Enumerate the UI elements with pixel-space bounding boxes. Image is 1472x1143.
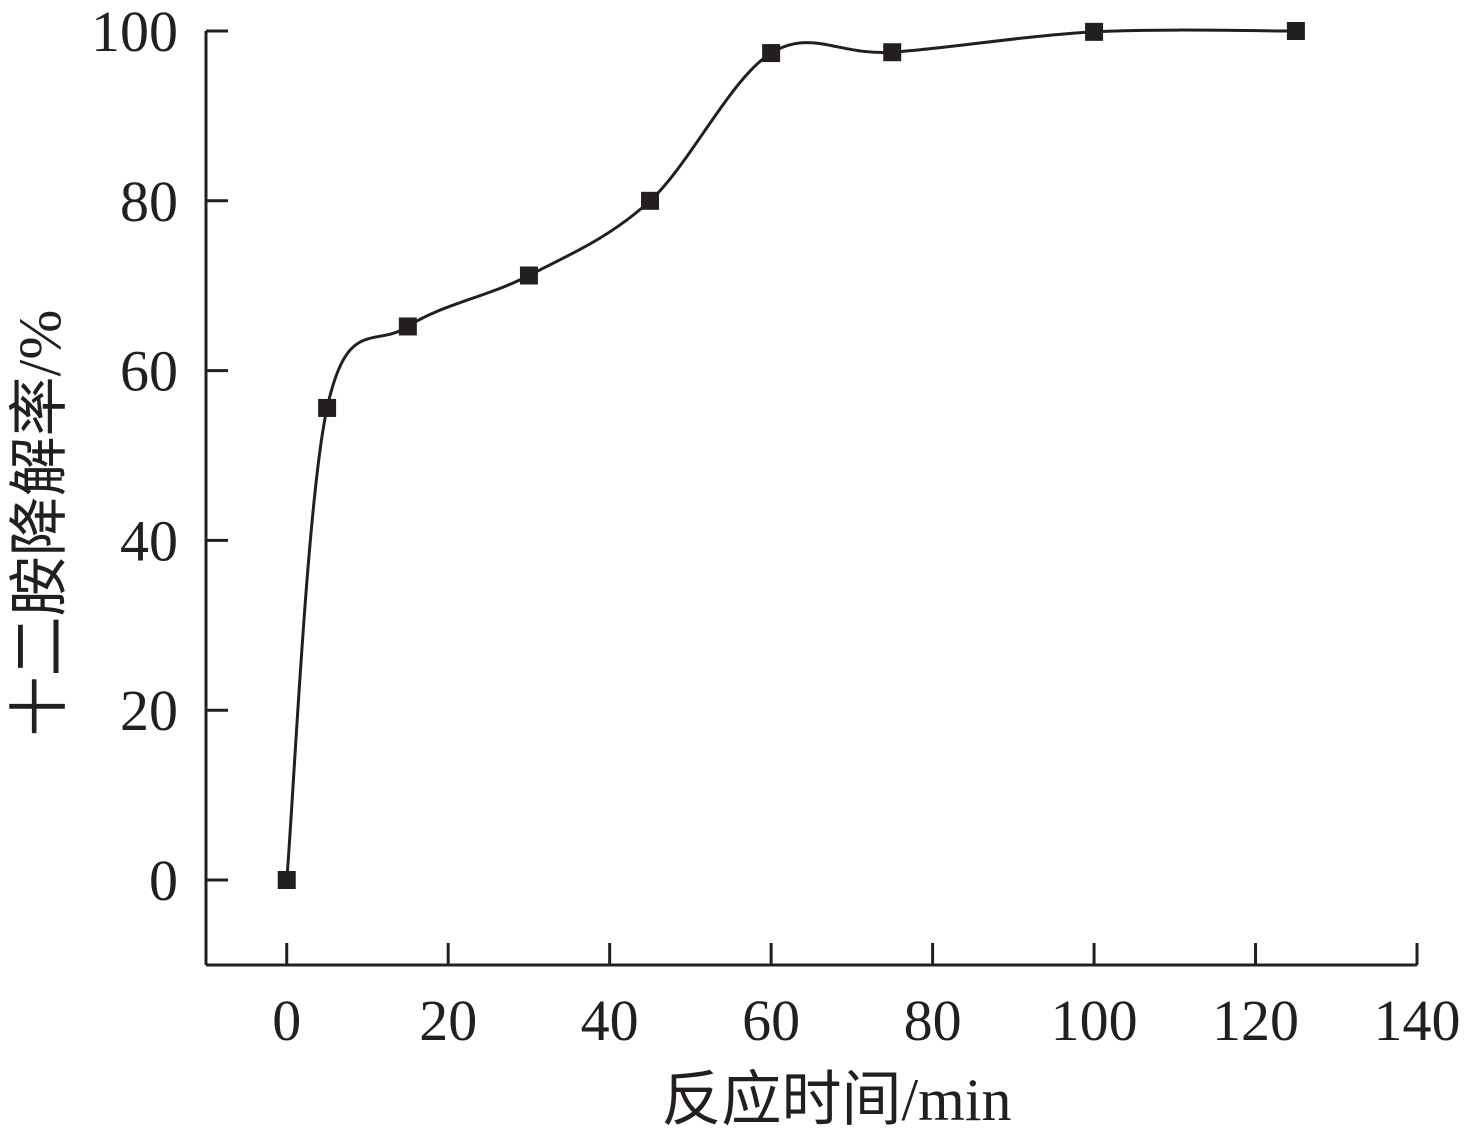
data-point [318,398,337,417]
x-tick-label: 100 [1051,988,1138,1053]
data-point [398,317,417,336]
data-point [277,871,296,889]
y-tick-label: 0 [149,848,178,913]
fit-curve [285,28,1296,881]
x-tick-label: 60 [742,988,800,1053]
x-tick-label: 80 [904,988,962,1053]
x-tick-label: 0 [272,988,301,1053]
y-tick-label: 80 [120,169,178,234]
axes [204,31,1417,967]
data-point [1085,22,1104,41]
x-tick-label: 120 [1212,988,1299,1053]
y-tick-label: 40 [120,508,178,573]
x-axis-title: 反应时间/min [661,1067,1011,1133]
y-axis-title: 十二胺降解率/% [7,310,73,737]
x-ticks: 0 20 40 60 80 100 120 140 [272,943,1461,1053]
data-point [1286,22,1305,40]
y-tick-label: 20 [120,678,178,743]
data-points [277,22,1305,889]
data-point [641,191,660,210]
x-tick-label: 140 [1374,988,1461,1053]
y-tick-label: 60 [120,339,178,404]
y-ticks: 0 20 40 60 80 100 [91,0,228,913]
data-point [883,43,902,62]
data-point [519,266,538,285]
y-tick-label: 100 [91,0,178,64]
x-tick-label: 40 [581,988,639,1053]
data-point [762,44,781,63]
x-tick-label: 20 [419,988,477,1053]
